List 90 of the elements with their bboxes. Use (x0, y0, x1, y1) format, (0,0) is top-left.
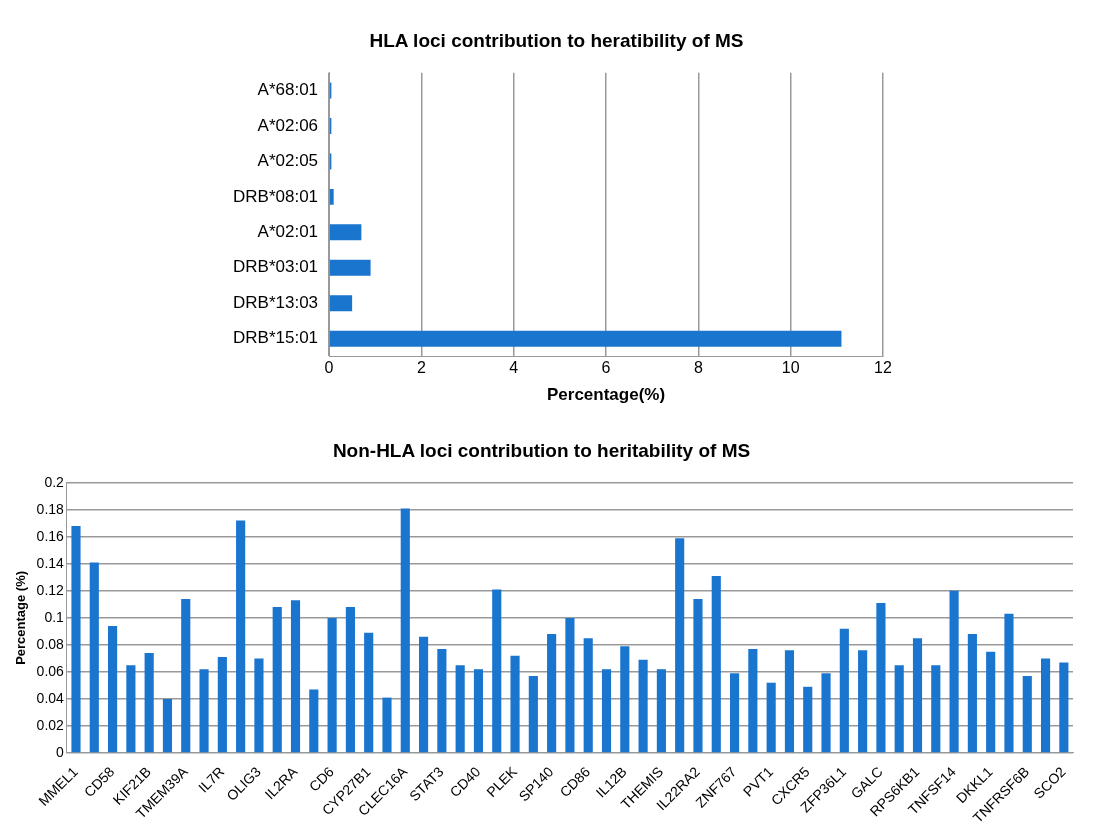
y-tick-label: DRB*15:01 (232, 328, 319, 348)
y-tick-label: 0.06 (36, 662, 65, 679)
bar (144, 653, 154, 753)
y-tick-label: 0.08 (36, 635, 65, 652)
bar (329, 224, 362, 241)
bar (931, 665, 941, 753)
y-tick-label: 0.04 (36, 689, 65, 706)
bar (108, 625, 118, 753)
bar (329, 330, 842, 347)
bar (729, 673, 740, 753)
x-tick-label: 12 (874, 359, 892, 377)
y-tick-label: DRB*13:03 (232, 292, 319, 312)
bar (620, 646, 630, 753)
y-axis-title: Percentage (%) (13, 570, 29, 665)
bar (329, 259, 371, 276)
bar (272, 607, 282, 753)
bar (71, 526, 81, 753)
bar (510, 655, 520, 753)
x-axis-title: Percentage(%) (546, 385, 666, 405)
bar (327, 617, 337, 753)
y-tick-label: A*02:05 (257, 151, 319, 171)
bar (638, 659, 648, 753)
x-tick-label: 6 (601, 359, 611, 377)
bar (693, 598, 703, 753)
bar (858, 650, 868, 753)
bar (766, 682, 776, 753)
bar (583, 638, 593, 753)
y-tick-label: 0.02 (36, 716, 65, 733)
x-tick-label: 10 (781, 359, 800, 377)
y-tick-label: 0.1 (44, 608, 65, 625)
bar (1004, 613, 1014, 753)
y-tick-label: DRB*08:01 (232, 186, 319, 206)
bar (126, 665, 136, 753)
x-tick-label: 2 (416, 359, 426, 377)
bar (675, 538, 685, 753)
x-tick-label: 0 (324, 359, 334, 377)
bar (839, 628, 849, 753)
bar (309, 689, 319, 753)
bar (329, 188, 334, 205)
bar (528, 675, 538, 753)
bar (748, 648, 758, 753)
y-tick-label: 0.18 (36, 500, 65, 517)
bar (1059, 662, 1069, 753)
bar (986, 651, 996, 753)
y-tick-label: DRB*03:01 (232, 257, 319, 277)
y-tick-label: A*02:06 (257, 115, 319, 135)
bar (236, 520, 246, 753)
chart-title: Non-HLA loci contribution to heritability of MS (332, 439, 751, 461)
bar (912, 638, 923, 753)
bar (419, 636, 429, 753)
bar (1022, 675, 1032, 753)
y-tick-label: 0.16 (36, 527, 65, 544)
bar (290, 600, 301, 753)
bar (894, 665, 904, 753)
y-tick-label: A*68:01 (257, 80, 319, 100)
y-tick-label: 0.12 (36, 581, 65, 598)
bar (711, 576, 721, 753)
bar (473, 669, 484, 753)
bar (601, 669, 612, 753)
bar (437, 648, 447, 753)
bar (656, 669, 666, 753)
y-tick-label: 0.14 (36, 554, 65, 571)
bar (784, 650, 795, 753)
bar (803, 686, 813, 753)
x-tick-label: 4 (509, 359, 519, 377)
bar (382, 697, 392, 753)
bar (455, 665, 465, 753)
bar (329, 295, 353, 312)
bar (492, 589, 502, 753)
y-tick-label: 0.2 (44, 473, 65, 490)
x-tick-label: 8 (693, 359, 703, 377)
chart-title: HLA loci contribution to heratibility of MS (369, 29, 744, 51)
bar (254, 658, 264, 753)
bar (181, 598, 191, 753)
bar (949, 590, 959, 753)
bar (876, 603, 886, 753)
bar (821, 673, 831, 753)
bar (162, 698, 173, 753)
bar (400, 508, 410, 753)
bar (565, 617, 575, 753)
bar (547, 634, 557, 753)
bar (967, 634, 977, 753)
bar (1040, 658, 1051, 753)
bar (199, 669, 209, 753)
bar (364, 632, 374, 753)
y-tick-label: 0 (56, 743, 65, 760)
bar (345, 607, 355, 753)
bar (217, 657, 227, 753)
bar (89, 562, 99, 753)
y-tick-label: A*02:01 (257, 222, 319, 242)
